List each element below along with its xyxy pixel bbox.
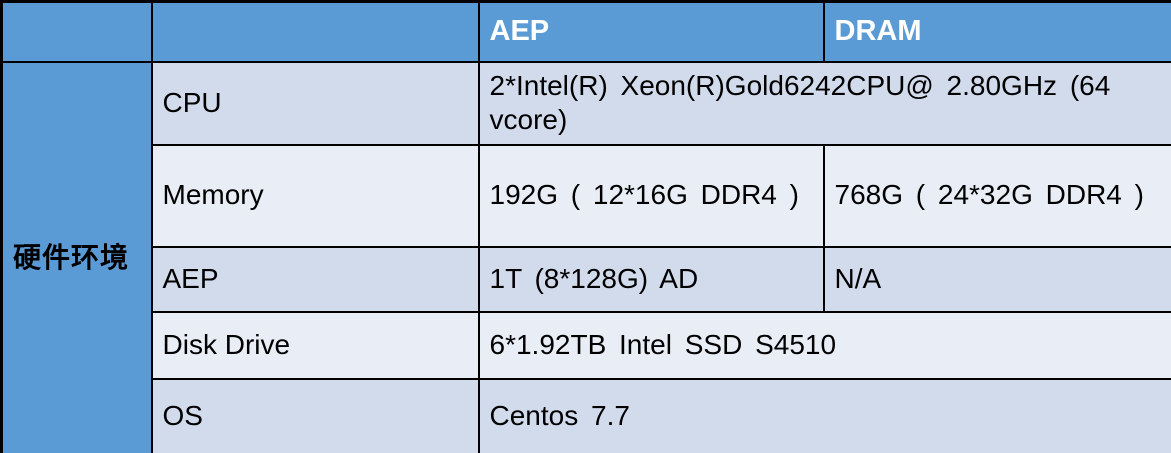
table-row-memory: Memory 192G ( 12*16G DDR4 ) 768G ( 24*32… xyxy=(2,143,1171,248)
table-row-os: OS Centos 7.7 xyxy=(2,377,1171,453)
header-cell-dram: DRAM xyxy=(822,0,1171,63)
row-label-aep: AEP xyxy=(150,245,480,313)
memory-aep-value: 192G ( 12*16G DDR4 ) xyxy=(477,143,825,248)
row-label-os: OS xyxy=(150,377,480,453)
header-cell-aep: AEP xyxy=(477,0,825,63)
header-cell-empty-2 xyxy=(150,0,480,63)
aep-dram-value: N/A xyxy=(822,245,1171,313)
row-label-memory: Memory xyxy=(150,143,480,248)
disk-drive-value: 6*1.92TB Intel SSD S4510 xyxy=(477,310,1171,380)
row-label-disk-drive: Disk Drive xyxy=(150,310,480,380)
table-header-row: AEP DRAM xyxy=(0,0,1171,63)
row-label-cpu: CPU xyxy=(150,60,480,146)
memory-dram-value: 768G ( 24*32G DDR4 ) xyxy=(822,143,1171,248)
os-value: Centos 7.7 xyxy=(477,377,1171,453)
header-cell-empty-1 xyxy=(0,0,153,63)
table-row-cpu: 硬件环境 CPU 2*Intel(R) Xeon(R)Gold6242CPU@ … xyxy=(0,60,1171,453)
table-row-aep: AEP 1T (8*128G) AD N/A xyxy=(2,245,1171,313)
table-row-disk-drive: Disk Drive 6*1.92TB Intel SSD S4510 xyxy=(2,310,1171,380)
row-group-label: 硬件环境 xyxy=(0,60,153,453)
aep-aep-value: 1T (8*128G) AD xyxy=(477,245,825,313)
cpu-value: 2*Intel(R) Xeon(R)Gold6242CPU@ 2.80GHz (… xyxy=(477,60,1171,146)
